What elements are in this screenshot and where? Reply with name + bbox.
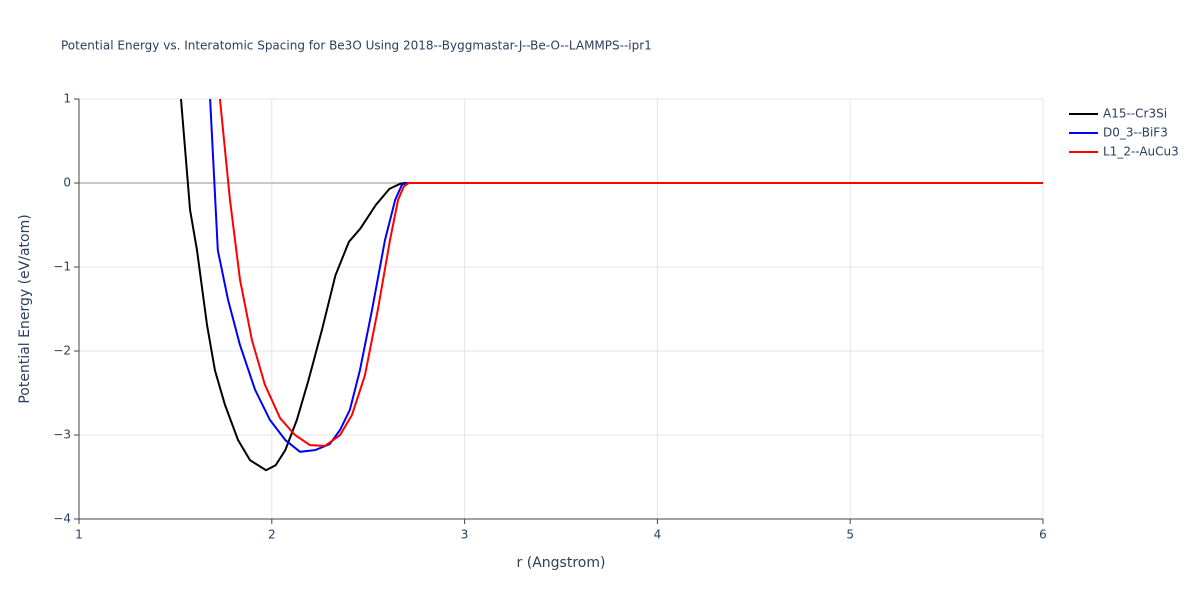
y-tick-label: 1: [63, 92, 71, 106]
y-tick-label: −4: [53, 512, 71, 526]
x-tick-label: 1: [75, 528, 83, 542]
x-tick-label: 5: [846, 528, 854, 542]
legend-label: L1_2--AuCu3: [1103, 145, 1179, 159]
y-tick-label: 0: [63, 176, 71, 190]
y-tick-label: −2: [53, 344, 71, 358]
x-tick-label: 2: [268, 528, 276, 542]
x-tick-label: 4: [654, 528, 662, 542]
y-tick-label: −3: [53, 428, 71, 442]
x-tick-label: 6: [1039, 528, 1047, 542]
x-axis-title: r (Angstrom): [517, 555, 606, 571]
plot-area: [179, 99, 1043, 472]
legend-label: A15--Cr3Si: [1103, 107, 1167, 121]
series-line: [218, 99, 1043, 447]
y-axis-title: Potential Energy (eV/atom): [17, 214, 33, 403]
legend: A15--Cr3Si D0_3--BiF3 L1_2--AuCu3: [1069, 107, 1179, 159]
y-tick-label: −1: [53, 260, 71, 274]
grid: 1 2 3 4 5 6 −4 −3 −2 −1 0 1: [53, 92, 1047, 542]
legend-label: D0_3--BiF3: [1103, 126, 1168, 140]
series-line: [179, 99, 1043, 472]
chart-title: Potential Energy vs. Interatomic Spacing…: [61, 39, 652, 53]
x-tick-label: 3: [461, 528, 469, 542]
